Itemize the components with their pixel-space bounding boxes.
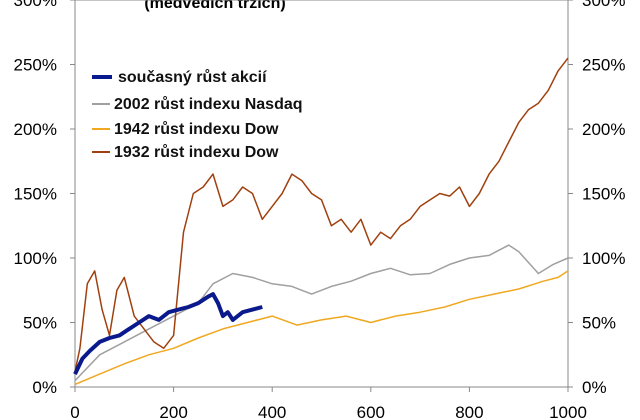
legend: současný růst akcií 2002 růst indexu Nas… [92, 69, 303, 161]
x-tick-label: 200 [159, 403, 187, 420]
y-tick-left-label: 0% [32, 378, 57, 397]
legend-label-current: současný růst akcií [118, 69, 267, 86]
y-tick-right-label: 200% [582, 120, 625, 139]
legend-label-dow1942: 1942 růst indexu Dow [114, 121, 279, 138]
y-tick-right-label: 250% [582, 56, 625, 75]
series-layer [73, 57, 569, 386]
y-tick-left-label: 100% [14, 249, 57, 268]
x-tick-label: 800 [455, 403, 483, 420]
y-tick-left-label: 300% [14, 0, 57, 10]
y-tick-right-label: 0% [582, 378, 607, 397]
series-current-line [73, 292, 263, 375]
y-tick-left-label: 200% [14, 120, 57, 139]
y-tick-right-label: 100% [582, 249, 625, 268]
y-tick-left-label: 250% [14, 56, 57, 75]
y-tick-right-label: 300% [582, 0, 625, 10]
x-tick-label: 1000 [549, 403, 587, 420]
chart-title: (medvědích trzích) [144, 0, 285, 12]
y-tick-left-label: 150% [14, 185, 57, 204]
legend-label-nasdaq: 2002 růst indexu Nasdaq [114, 96, 303, 113]
x-tick-label: 600 [357, 403, 385, 420]
x-tick-label: 400 [258, 403, 286, 420]
ticks-layer: 0% 0% 50% 50% 100% 100% 150% 150% 200% 200% 250% 25… [14, 0, 625, 420]
series-nasdaq-line [74, 244, 569, 382]
y-tick-right-label: 150% [582, 185, 625, 204]
series-dow1932-line [74, 57, 569, 372]
legend-label-dow1932: 1932 růst indexu Dow [114, 144, 279, 161]
series-dow1942-line [74, 270, 569, 386]
x-tick-label: 0 [70, 403, 79, 420]
y-tick-left-label: 50% [23, 314, 57, 333]
y-tick-right-label: 50% [582, 314, 616, 333]
